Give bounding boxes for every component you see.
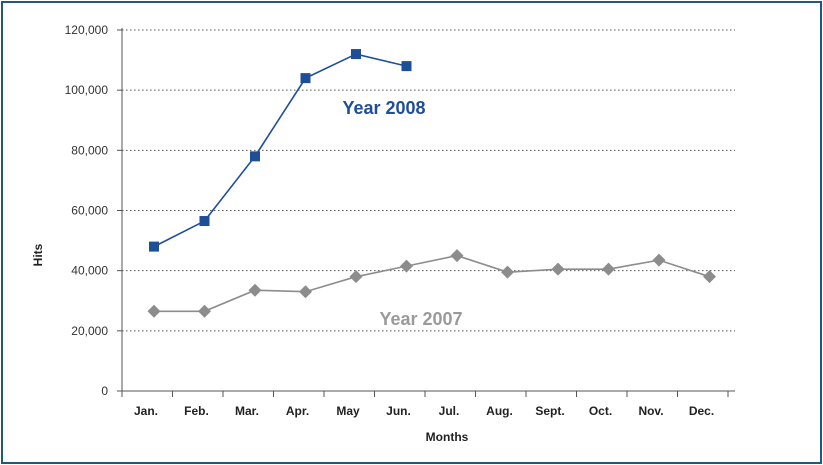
x-axis-label: Months — [426, 430, 469, 444]
y-tick-label: 60,000 — [71, 204, 108, 218]
x-tick-label: Dec. — [689, 404, 714, 418]
x-tick-label: Oct. — [589, 404, 612, 418]
x-tick-label: Mar. — [235, 404, 259, 418]
series-label-2008: Year 2008 — [342, 98, 425, 118]
data-point-diamond — [147, 304, 161, 318]
series-label-2007: Year 2007 — [379, 309, 462, 329]
x-tick-label: Jul. — [439, 404, 460, 418]
data-point-square — [250, 151, 260, 162]
y-tick-labels: 0 20,000 40,000 60,000 80,000 100,000 120,000 — [65, 23, 109, 398]
x-tick-label: Jan. — [134, 404, 158, 418]
x-tick-label: Nov. — [638, 404, 663, 418]
y-tick-label: 120,000 — [65, 23, 109, 37]
x-tick-label: Sept. — [535, 404, 564, 418]
data-point-diamond — [400, 259, 413, 273]
data-point-diamond — [450, 249, 464, 263]
x-tick-label: Apr. — [286, 404, 309, 418]
data-point-square — [300, 73, 311, 84]
data-point-diamond — [198, 304, 211, 318]
data-point-diamond — [248, 283, 262, 297]
series-line — [154, 254, 710, 313]
x-tick-label: May — [336, 404, 360, 418]
data-point-diamond — [299, 285, 312, 299]
data-point-square — [149, 241, 159, 252]
gridlines — [122, 29, 735, 332]
series-line — [153, 53, 407, 248]
data-point-diamond — [652, 253, 666, 267]
x-tick-label: Feb. — [184, 404, 209, 418]
y-tick-label: 100,000 — [65, 83, 109, 97]
data-point-diamond — [349, 270, 363, 284]
y-tick-label: 20,000 — [71, 324, 108, 338]
data-point-diamond — [602, 262, 615, 276]
data-point-diamond — [551, 262, 565, 276]
y-tick-label: 0 — [101, 384, 108, 398]
data-point-square — [401, 61, 412, 72]
data-point-diamond — [703, 270, 716, 284]
data-point-square — [351, 49, 361, 60]
y-axis-label: Hits — [31, 243, 45, 266]
axes — [117, 28, 735, 397]
x-tick-label: Aug. — [486, 404, 513, 418]
y-tick-label: 80,000 — [71, 143, 108, 157]
x-tick-labels: Jan. Feb. Mar. Apr. May Jun. Jul. Aug. Sept. Oct.… — [134, 404, 714, 418]
series-labels: Year 2008 Year 2007 — [342, 98, 462, 329]
series-group — [147, 49, 716, 318]
data-point-square — [199, 216, 210, 227]
y-tick-label: 40,000 — [71, 264, 108, 278]
data-point-diamond — [501, 265, 514, 279]
x-tick-label: Jun. — [386, 404, 411, 418]
